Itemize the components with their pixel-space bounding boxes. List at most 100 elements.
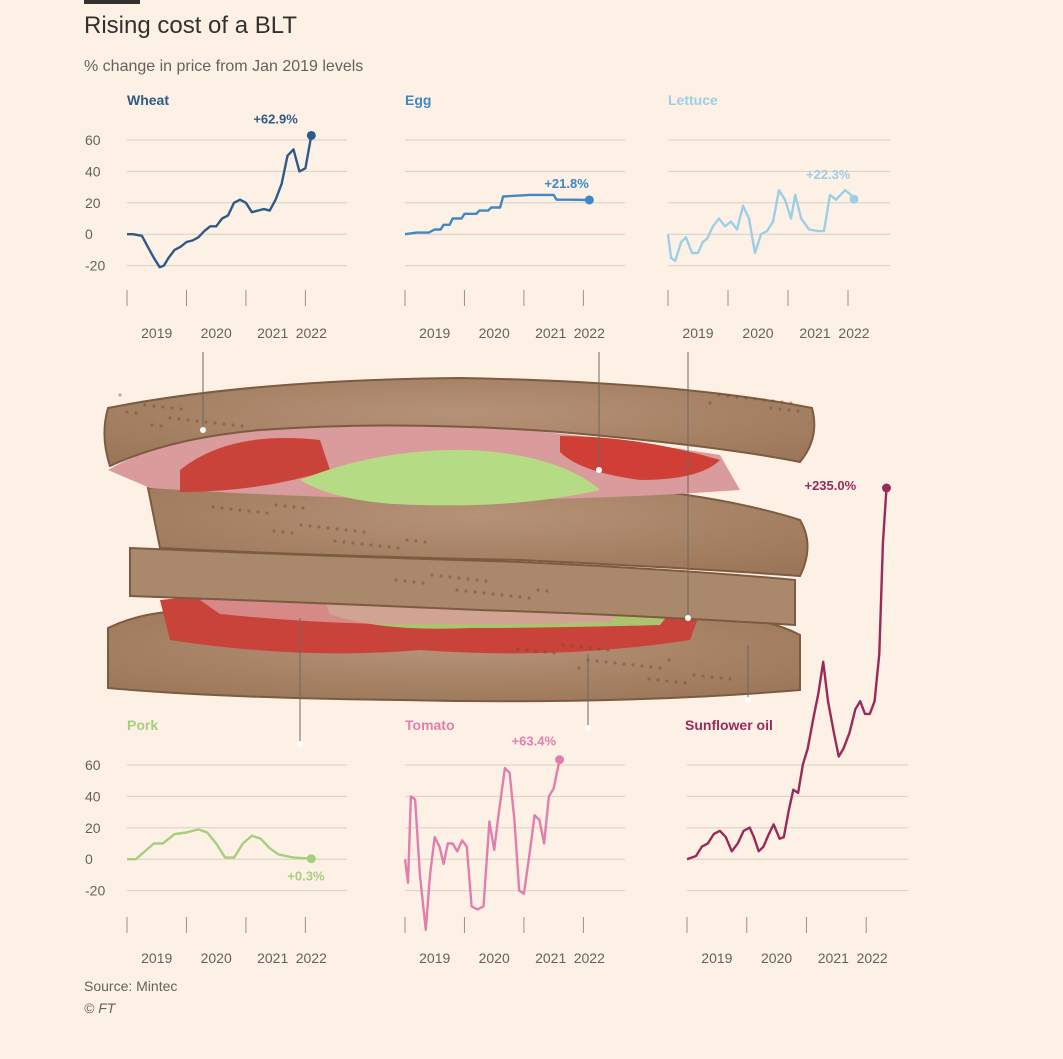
panel-sunflower-oil: 2019 2020 2021 2022 Sunflower oil +235.0% — [685, 478, 908, 966]
series-name: Wheat — [127, 92, 169, 108]
bread-speckle — [708, 401, 712, 405]
bread-speckle — [152, 404, 156, 408]
bread-speckle — [204, 420, 208, 424]
bread-speckle — [536, 588, 540, 592]
bread-speckle — [482, 591, 486, 595]
bread-speckle — [631, 663, 635, 667]
bread-speckle — [543, 650, 547, 654]
bread-speckle — [292, 505, 296, 509]
bread-speckle — [710, 675, 714, 679]
end-value-label: +235.0% — [804, 478, 856, 493]
bread-speckle — [421, 581, 425, 585]
bread-speckle — [301, 506, 305, 510]
series-name: Egg — [405, 92, 431, 108]
copyright-note: © FT — [84, 1000, 116, 1016]
series-name: Lettuce — [668, 92, 718, 108]
small-multiples: 60 40 20 0 -20 2019 2020 2021 2022 Wheat +62.9% 201… — [85, 92, 908, 966]
bread-speckle — [769, 406, 773, 410]
y-tick-label: 60 — [85, 757, 101, 773]
x-tick-label: 2022 — [574, 325, 605, 341]
bread-speckle — [475, 578, 479, 582]
chart-subtitle: % change in price from Jan 2019 levels — [84, 58, 364, 75]
x-tick-label: 2019 — [141, 325, 172, 341]
bread-speckle — [735, 395, 739, 399]
bread-speckle — [577, 666, 581, 670]
bread-speckle — [473, 590, 477, 594]
bread-top — [103, 376, 816, 468]
x-tick-label: 2019 — [701, 950, 732, 966]
bread-speckle — [464, 589, 468, 593]
leader-dot — [297, 741, 303, 747]
bread-speckle — [726, 394, 730, 398]
bread-speckle — [211, 505, 215, 509]
bread-speckle — [692, 673, 696, 677]
end-point — [881, 483, 891, 493]
bread-speckle — [247, 509, 251, 513]
bread-speckle — [796, 409, 800, 413]
end-value-label: +63.4% — [512, 734, 557, 749]
x-tick-label: 2021 — [799, 325, 830, 341]
bread-speckle — [229, 507, 233, 511]
bread-speckle — [491, 592, 495, 596]
bread-speckle — [595, 659, 599, 663]
x-tick-label: 2021 — [257, 325, 288, 341]
bread-speckle — [771, 399, 775, 403]
bread-speckle — [423, 540, 427, 544]
bread-speckle — [780, 400, 784, 404]
x-tick-label: 2020 — [201, 950, 232, 966]
bread-speckle — [640, 664, 644, 668]
bread-speckle — [177, 417, 181, 421]
bread-speckle — [213, 421, 217, 425]
bread-speckle — [719, 676, 723, 680]
x-tick-label: 2021 — [257, 950, 288, 966]
bread-speckle — [579, 645, 583, 649]
bread-speckle — [412, 580, 416, 584]
series-name: Pork — [127, 717, 158, 733]
bread-speckle — [369, 543, 373, 547]
bread-speckle — [118, 393, 122, 397]
y-tick-label: 0 — [85, 851, 93, 867]
bread-speckle — [161, 405, 165, 409]
bread-speckle — [238, 508, 242, 512]
bread-speckle — [378, 544, 382, 548]
bread-speckle — [256, 510, 260, 514]
x-tick-label: 2022 — [857, 950, 888, 966]
bread-speckle — [195, 419, 199, 423]
end-point — [306, 130, 316, 140]
bread-speckle — [622, 662, 626, 666]
leader-dot — [200, 427, 206, 433]
end-value-label: +62.9% — [253, 111, 298, 126]
y-tick-label: 20 — [85, 820, 101, 836]
x-tick-label: 2019 — [141, 950, 172, 966]
bread-speckle — [333, 539, 337, 543]
bread-speckle — [342, 540, 346, 544]
y-tick-label: 0 — [85, 226, 93, 242]
end-point — [584, 195, 594, 205]
x-tick-label: 2021 — [818, 950, 849, 966]
end-value-label: +22.3% — [806, 167, 851, 182]
bread-speckle — [588, 646, 592, 650]
x-tick-label: 2020 — [761, 950, 792, 966]
bread-speckle — [439, 574, 443, 578]
bread-speckle — [222, 422, 226, 426]
bread-speckle — [281, 530, 285, 534]
bread-speckle — [290, 531, 294, 535]
end-point — [849, 194, 859, 204]
bread-speckle — [394, 578, 398, 582]
x-tick-label: 2022 — [296, 950, 327, 966]
bread-speckle — [649, 665, 653, 669]
leader-dot — [585, 725, 591, 731]
panel-egg: 2019 2020 2021 2022 Egg +21.8% — [404, 92, 625, 341]
bread-speckle — [179, 407, 183, 411]
bread-speckle — [509, 594, 513, 598]
x-tick-label: 2019 — [419, 325, 450, 341]
y-tick-label: 40 — [85, 163, 101, 179]
bread-speckle — [744, 396, 748, 400]
bread-speckle — [272, 529, 276, 533]
bread-speckle — [457, 576, 461, 580]
end-value-label: +21.8% — [544, 176, 589, 191]
bread-speckle — [656, 678, 660, 682]
series-line — [666, 189, 855, 263]
bread-speckle — [405, 538, 409, 542]
series-line — [403, 759, 561, 932]
